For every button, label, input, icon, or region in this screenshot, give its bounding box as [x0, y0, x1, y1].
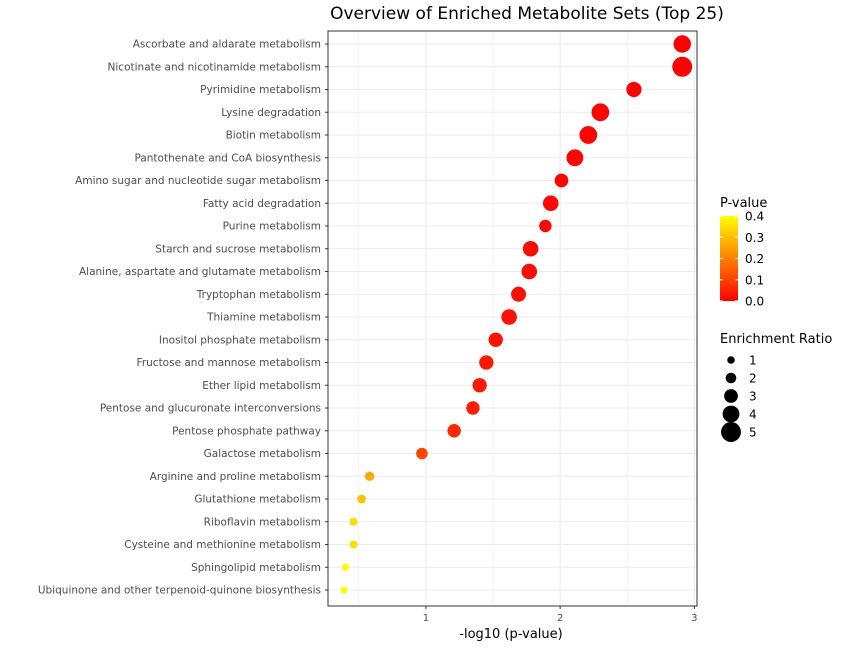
pvalue-legend-label: 0.3	[745, 231, 764, 245]
y-tick-label: Pentose phosphate pathway	[172, 425, 321, 437]
data-point	[673, 35, 691, 53]
size-legend-label: 2	[749, 372, 757, 386]
size-legend-dot	[722, 405, 740, 423]
grid	[328, 31, 697, 606]
y-tick-label: Galactose metabolism	[204, 448, 321, 460]
enrichment-ratio-legend-keys: 1 2 3 4 5	[721, 354, 757, 442]
pvalue-legend-label: 0.1	[745, 273, 764, 287]
size-legend-label: 5	[749, 426, 757, 440]
x-axis-title: -log10 (p-value)	[459, 627, 562, 642]
x-axis-ticks: 1 2 3	[423, 606, 698, 624]
data-point	[626, 81, 642, 98]
pvalue-legend: P-value 0.4 0.3 0.2 0.1 0.0	[720, 196, 767, 309]
y-tick-label: Ascorbate and aldarate metabolism	[133, 39, 321, 51]
data-point	[349, 517, 358, 526]
data-point	[521, 263, 538, 280]
pvalue-legend-labels: 0.4 0.3 0.2 0.1 0.0	[720, 210, 764, 309]
y-tick-label: Pyrimidine metabolism	[200, 84, 321, 96]
y-tick-label: Lysine degradation	[221, 107, 321, 119]
data-point	[554, 173, 569, 188]
data-point	[472, 378, 487, 393]
y-tick-label: Inositol phosphate metabolism	[159, 334, 321, 346]
data-point	[591, 103, 610, 122]
enrichment-ratio-legend: Enrichment Ratio 1 2 3 4 5	[720, 332, 832, 442]
data-point	[539, 219, 552, 233]
data-point	[672, 56, 693, 77]
x-tick-label: 3	[691, 613, 697, 624]
y-tick-label: Fatty acid degradation	[203, 198, 321, 210]
data-point	[579, 126, 598, 144]
size-legend-dot	[721, 422, 741, 442]
y-tick-label: Glutathione metabolism	[194, 494, 321, 506]
y-tick-label: Sphingolipid metabolism	[191, 562, 321, 574]
data-point	[416, 447, 428, 460]
data-point	[340, 586, 348, 594]
data-point	[522, 240, 539, 257]
data-point	[501, 309, 517, 325]
pvalue-legend-label: 0.0	[745, 295, 764, 309]
data-point	[349, 540, 358, 549]
data-point	[466, 401, 480, 415]
pvalue-legend-title: P-value	[720, 196, 767, 211]
y-tick-label: Riboflavin metabolism	[204, 516, 321, 528]
data-point	[364, 471, 375, 481]
y-tick-label: Pentose and glucuronate interconversions	[100, 403, 321, 415]
plot-panel	[327, 30, 698, 607]
pvalue-colorbar	[720, 216, 738, 301]
enrichment-ratio-legend-title: Enrichment Ratio	[720, 332, 832, 347]
y-tick-label: Ubiquinone and other terpenoid-quinone b…	[38, 585, 321, 597]
size-legend-dot	[724, 389, 738, 403]
y-tick-label: Thiamine metabolism	[206, 312, 321, 324]
y-tick-label: Purine metabolism	[223, 221, 321, 233]
size-legend-label: 4	[749, 408, 757, 422]
data-point	[488, 332, 503, 347]
y-tick-label: Cysteine and methionine metabolism	[124, 539, 321, 551]
y-tick-label: Tryptophan metabolism	[196, 289, 321, 301]
data-point	[341, 563, 350, 571]
chart-title: Overview of Enriched Metabolite Sets (To…	[330, 4, 724, 24]
x-tick-label: 1	[423, 613, 429, 624]
pvalue-legend-label: 0.2	[745, 252, 764, 266]
size-legend-dot	[725, 372, 737, 384]
y-tick-label: Pantothenate and CoA biosynthesis	[134, 152, 321, 164]
y-tick-label: Biotin metabolism	[226, 130, 321, 142]
data-point	[566, 149, 584, 167]
size-legend-label: 1	[749, 354, 757, 368]
y-tick-label: Starch and sucrose metabolism	[155, 243, 321, 255]
data-point	[511, 286, 527, 302]
x-tick-label: 2	[557, 613, 563, 624]
data-points	[340, 35, 693, 594]
y-tick-label: Alanine, aspartate and glutamate metabol…	[79, 266, 321, 278]
y-tick-label: Ether lipid metabolism	[202, 380, 321, 392]
data-point	[447, 424, 461, 438]
y-axis-labels: Ascorbate and aldarate metabolism Nicotin…	[38, 39, 328, 597]
y-tick-label: Arginine and proline metabolism	[150, 471, 321, 483]
data-point	[542, 195, 559, 212]
y-tick-label: Nicotinate and nicotinamide metabolism	[108, 61, 321, 73]
y-tick-label: Fructose and mannose metabolism	[137, 357, 321, 369]
size-legend-dot	[727, 356, 735, 364]
size-legend-label: 3	[749, 390, 757, 404]
y-tick-label: Amino sugar and nucleotide sugar metabol…	[75, 175, 321, 187]
data-point	[479, 355, 494, 370]
pvalue-legend-label: 0.4	[745, 210, 764, 224]
data-point	[357, 494, 366, 504]
